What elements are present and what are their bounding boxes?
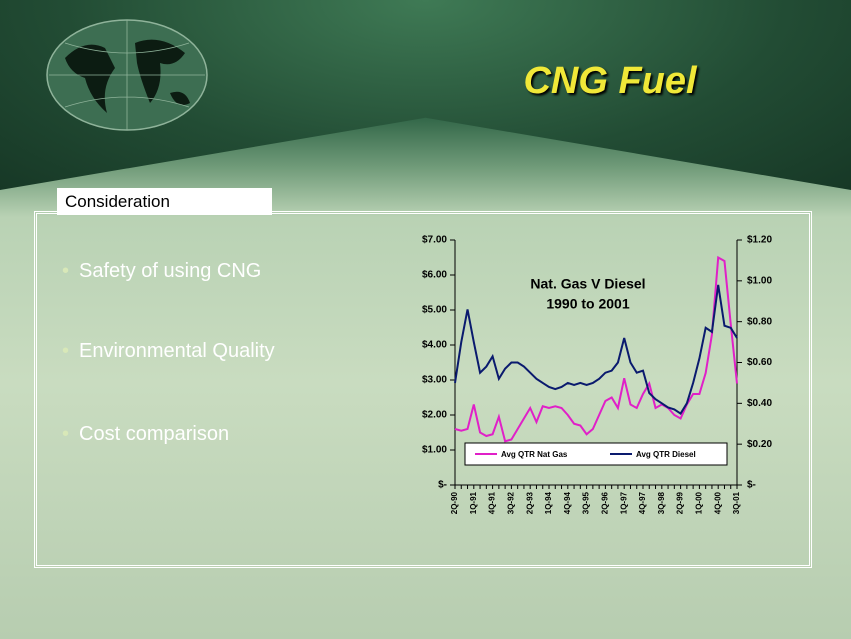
y-tick-label: $3.00 <box>422 375 447 386</box>
x-tick-label: 1Q-00 <box>695 491 704 514</box>
section-label: Consideration <box>57 188 272 215</box>
y2-tick-label: $1.00 <box>747 275 772 286</box>
y-tick-label: $5.00 <box>422 305 447 316</box>
y-tick-label: $2.00 <box>422 410 447 421</box>
y2-tick-label: $1.20 <box>747 235 772 246</box>
legend: Avg QTR Nat Gas Avg QTR Diesel <box>465 443 727 465</box>
slide: CNG Fuel Consideration Safety of using C… <box>0 0 851 639</box>
bullet: Cost comparison <box>62 423 229 446</box>
x-tick-label: 1Q-94 <box>544 491 553 514</box>
legend-label: Avg QTR Nat Gas <box>501 450 568 459</box>
chart-subtitle: 1990 to 2001 <box>546 296 629 312</box>
x-tick-label: 3Q-95 <box>582 491 591 514</box>
x-tick-label: 3Q-92 <box>507 491 516 514</box>
y-tick-label: $6.00 <box>422 270 447 281</box>
x-tick-label: 2Q-93 <box>525 491 534 514</box>
chart-title: Nat. Gas V Diesel <box>530 276 645 292</box>
y-tick-label: $1.00 <box>422 445 447 456</box>
y-tick-label: $- <box>438 480 447 491</box>
globe-logo <box>45 18 210 133</box>
x-tick-label: 1Q-91 <box>469 491 478 514</box>
x-tick-label: 1Q-97 <box>619 491 628 514</box>
chart: Nat. Gas V Diesel 1990 to 2001 $- $1.00 $2… <box>380 225 800 560</box>
x-tick-label: 4Q-00 <box>713 491 722 514</box>
bullet: Safety of using CNG <box>62 260 261 283</box>
slide-title: CNG Fuel <box>523 60 696 103</box>
y2-tick-label: $0.60 <box>747 357 772 368</box>
y2-tick-label: $0.20 <box>747 439 772 450</box>
x-tick-label: 2Q-99 <box>676 491 685 514</box>
x-tick-label: 4Q-97 <box>638 491 647 514</box>
y-tick-label: $7.00 <box>422 235 447 246</box>
x-tick-label: 3Q-98 <box>657 491 666 514</box>
y2-tick-label: $0.80 <box>747 316 772 327</box>
y2-tick-label: $0.40 <box>747 398 772 409</box>
x-tick-label: 4Q-91 <box>488 491 497 514</box>
y-tick-label: $4.00 <box>422 340 447 351</box>
y2-tick-label: $- <box>747 480 756 491</box>
legend-label: Avg QTR Diesel <box>636 450 696 459</box>
x-tick-label: 2Q-96 <box>601 491 610 514</box>
bullet: Environmental Quality <box>62 340 275 363</box>
x-tick-label: 4Q-94 <box>563 491 572 514</box>
x-tick-label: 3Q-01 <box>732 491 741 514</box>
x-tick-label: 2Q-90 <box>450 491 459 514</box>
